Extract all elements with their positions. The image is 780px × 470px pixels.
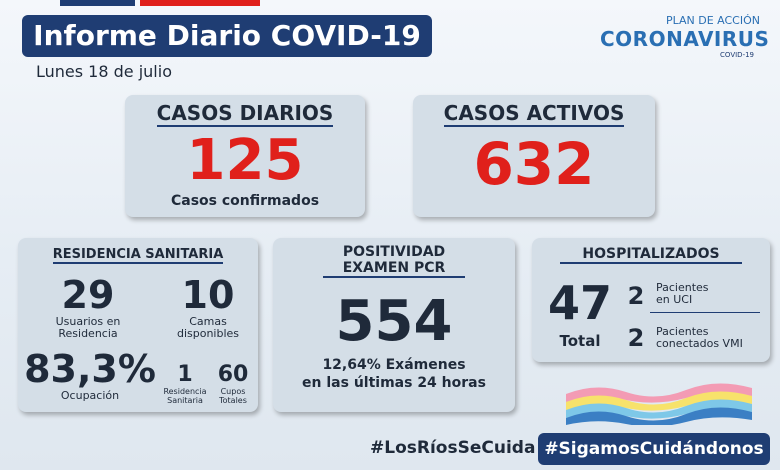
label: Residencia Sanitaria: [160, 387, 210, 405]
value: 10: [181, 273, 235, 317]
label: Total: [559, 332, 601, 350]
logo-main: CORONAVIRUS: [600, 27, 770, 51]
card-title: CASOS DIARIOS: [156, 101, 334, 127]
card-title: CASOS ACTIVOS: [443, 101, 625, 127]
text-line: Ocupación: [60, 389, 120, 402]
text-line: Residencia: [163, 387, 207, 396]
text-line: Camas: [189, 315, 227, 328]
text-line: Totales: [219, 396, 247, 405]
value: 632: [473, 130, 595, 198]
value: 554: [335, 289, 453, 354]
text-line: 12,64% Exámenes: [322, 357, 466, 373]
date: Lunes 18 de julio: [36, 62, 172, 81]
label: Ocupación: [20, 390, 160, 402]
label: Pacientes conectados VMI: [656, 326, 743, 350]
text-line: POSITIVIDAD: [342, 244, 446, 260]
label: Usuarios en Residencia: [38, 316, 138, 340]
value: 29: [61, 273, 115, 317]
flag-bar: [60, 0, 135, 6]
value: 125: [186, 128, 304, 193]
flag-bar: [140, 0, 260, 6]
title: Informe Diario COVID-19: [22, 15, 432, 57]
caption: 12,64% Exámenes en las últimas 24 horas: [273, 356, 515, 392]
text-line: EXAMEN PCR: [342, 260, 446, 276]
card-title: POSITIVIDAD EXAMEN PCR: [322, 244, 466, 278]
value: 1: [177, 362, 193, 387]
card-positividad: POSITIVIDAD EXAMEN PCR 554 12,64% Exámene…: [273, 238, 515, 412]
text-line: Usuarios en: [55, 315, 121, 328]
text-line: Sanitaria: [167, 396, 203, 405]
card-casos-activos: CASOS ACTIVOS 632: [413, 95, 655, 217]
text-line: Residencia: [58, 327, 118, 340]
logo-sub: COVID-19: [720, 51, 754, 59]
text-line: en UCI: [656, 293, 693, 306]
card-title: HOSPITALIZADOS: [560, 246, 742, 264]
text-line: disponibles: [176, 327, 240, 340]
logo-top: PLAN DE ACCIÓN: [665, 14, 760, 27]
text-line: Cupos: [220, 387, 246, 396]
value: 60: [217, 362, 249, 387]
text-line: Pacientes: [656, 281, 709, 294]
logo: PLAN DE ACCIÓN CORONAVIRUS COVID-19: [600, 14, 770, 59]
hashtag: #LosRíosSeCuida: [370, 438, 536, 458]
card-residencia: RESIDENCIA SANITARIA 29 Usuarios en Resid…: [18, 238, 258, 412]
label: Camas disponibles: [158, 316, 258, 340]
label: Cupos Totales: [208, 387, 258, 405]
card-hospitalizados: HOSPITALIZADOS 47 Total 2 Pacientes en UC…: [532, 238, 770, 362]
hashtag: #SigamosCuidándonos: [538, 433, 770, 465]
value: 2: [627, 282, 645, 310]
text-line: en las últimas 24 horas: [302, 375, 486, 391]
rainbow-wave: [566, 383, 752, 425]
text-line: Pacientes: [656, 325, 709, 338]
card-title: RESIDENCIA SANITARIA: [52, 247, 224, 264]
divider: [650, 312, 760, 313]
value: 83,3%: [24, 347, 156, 391]
card-casos-diarios: CASOS DIARIOS 125 Casos confirmados: [125, 95, 365, 217]
value: 47: [547, 276, 612, 330]
label: Pacientes en UCI: [656, 282, 709, 306]
caption: Casos confirmados: [170, 193, 320, 209]
text-line: conectados VMI: [656, 337, 743, 350]
value: 2: [627, 324, 645, 352]
